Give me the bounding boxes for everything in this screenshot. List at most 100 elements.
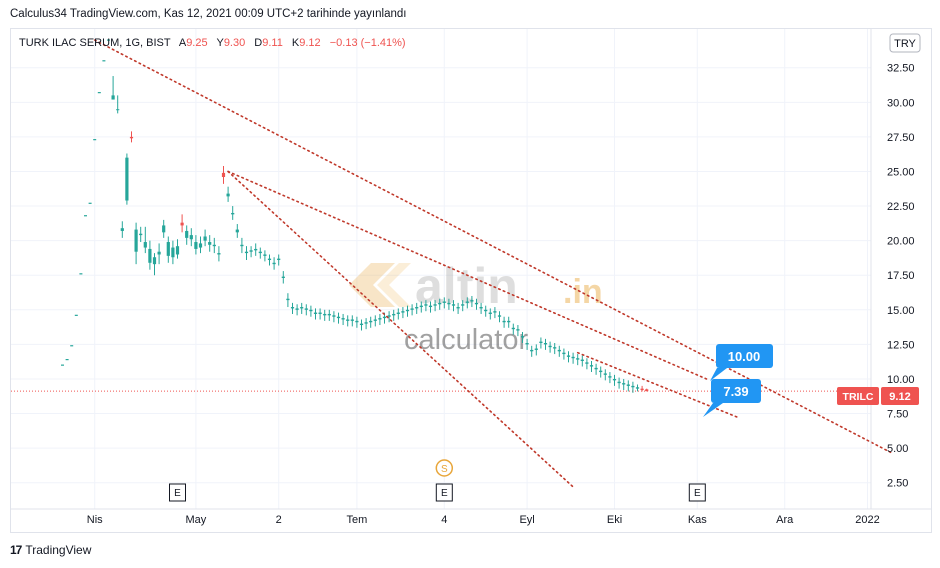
candle-117 bbox=[599, 366, 603, 378]
candle-body-22 bbox=[162, 225, 166, 233]
candle-body-111 bbox=[571, 356, 575, 359]
watermark-sub: calculator bbox=[404, 324, 528, 356]
candle-body-49 bbox=[286, 298, 290, 301]
price-chart[interactable]: altin .in calculator 2.50 5.00 7.50 10.00 12… bbox=[11, 29, 931, 532]
candle-body-95 bbox=[497, 315, 502, 317]
candle-33 bbox=[212, 237, 216, 254]
candle-body-36 bbox=[226, 193, 230, 197]
candle-101 bbox=[525, 338, 529, 350]
candle-body-60 bbox=[336, 316, 341, 319]
candle-body-64 bbox=[355, 320, 359, 323]
candle-27 bbox=[185, 225, 189, 245]
candle-96 bbox=[502, 316, 506, 328]
price-tag-value: 9.12 bbox=[889, 391, 910, 403]
candle-102 bbox=[530, 345, 534, 357]
candle-112 bbox=[576, 354, 580, 366]
candle-body-109 bbox=[562, 352, 566, 355]
candle-80 bbox=[428, 301, 433, 313]
candle-body-35 bbox=[221, 172, 226, 178]
candle-127 bbox=[645, 388, 649, 392]
candle-body-94 bbox=[493, 311, 497, 313]
candle-30 bbox=[198, 236, 203, 254]
candle-body-25 bbox=[175, 246, 180, 255]
candle-body-18 bbox=[143, 242, 147, 248]
candle-40 bbox=[244, 246, 249, 261]
event-e-box-1 bbox=[435, 483, 453, 502]
x-tick-4: 4 bbox=[441, 514, 447, 526]
candle-64 bbox=[355, 316, 359, 328]
candle-body-91 bbox=[479, 307, 483, 309]
events[interactable]: E E S E bbox=[169, 459, 706, 502]
candle-body-20 bbox=[152, 257, 157, 265]
candle-75 bbox=[405, 305, 410, 317]
candle-97 bbox=[507, 316, 511, 328]
candle-body-38 bbox=[235, 229, 239, 233]
candle-body-104 bbox=[539, 341, 543, 344]
svg-text:TURK ILAC SERUM, 1G, BIST: TURK ILAC SERUM, 1G, BIST A9.25 Y9.30 D9… bbox=[19, 37, 406, 49]
candle-body-101 bbox=[525, 343, 529, 345]
candle-body-24 bbox=[171, 247, 175, 258]
candle-111 bbox=[571, 352, 575, 364]
candle-106 bbox=[548, 341, 552, 353]
currency-button[interactable]: TRY bbox=[889, 33, 921, 53]
candle-50 bbox=[290, 302, 295, 314]
candle-71 bbox=[387, 311, 391, 323]
candle-48 bbox=[281, 271, 285, 284]
candle-body-58 bbox=[327, 313, 331, 316]
candle-26 bbox=[180, 214, 184, 233]
event-e-box-3 bbox=[688, 483, 706, 502]
legend-symbol: TURK ILAC SERUM, 1G, BIST bbox=[19, 37, 171, 49]
candle-68 bbox=[373, 315, 377, 327]
x-tick-1: May bbox=[186, 514, 207, 526]
candle-94 bbox=[493, 307, 497, 319]
candle-body-12 bbox=[116, 109, 120, 111]
candle-98 bbox=[511, 323, 515, 335]
y-axis[interactable]: 2.50 5.00 7.50 10.00 12.50 15.00 17.50 20.00 22.… bbox=[870, 29, 915, 509]
candle-body-116 bbox=[594, 367, 598, 370]
candle-121 bbox=[617, 377, 621, 389]
candle-body-117 bbox=[599, 370, 603, 373]
candle-110 bbox=[566, 351, 571, 363]
candle-19 bbox=[148, 240, 152, 270]
candle-body-114 bbox=[585, 362, 589, 364]
y-tick-0: 2.50 bbox=[887, 478, 908, 490]
chart-frame[interactable]: altin .in calculator 2.50 5.00 7.50 10.00 12… bbox=[10, 28, 932, 533]
candle-body-54 bbox=[309, 309, 313, 312]
event-s-circle-2 bbox=[435, 459, 454, 477]
candle-25 bbox=[175, 239, 180, 259]
candle-body-37 bbox=[231, 212, 235, 215]
candle-114 bbox=[585, 358, 589, 370]
candle-81 bbox=[433, 300, 437, 312]
candle-122 bbox=[622, 378, 626, 391]
event-e-3: E bbox=[688, 483, 706, 502]
candle-103 bbox=[534, 344, 538, 356]
callout-lower[interactable]: 7.39 bbox=[703, 379, 761, 417]
candle-46 bbox=[272, 257, 276, 270]
candle-63 bbox=[350, 315, 354, 327]
candle-93 bbox=[488, 308, 492, 320]
y-tick-10: 27.50 bbox=[887, 132, 915, 144]
candle-28 bbox=[189, 228, 193, 247]
price-tag: TRILC 9.12 bbox=[837, 387, 919, 405]
candle-body-113 bbox=[580, 359, 584, 361]
candle-body-68 bbox=[373, 319, 377, 321]
legend-change: −0.13 (−1.41%) bbox=[330, 37, 406, 49]
callout-upper[interactable]: 10.00 bbox=[710, 344, 773, 381]
event-s-label-2: S bbox=[441, 464, 448, 475]
footer[interactable]: 17 TradingView bbox=[10, 543, 91, 557]
candle-body-33 bbox=[212, 244, 216, 247]
candle-body-69 bbox=[378, 318, 382, 320]
watermark-suffix: .in bbox=[563, 273, 603, 311]
x-tick-7: Kas bbox=[688, 514, 707, 526]
candle-body-45 bbox=[267, 258, 272, 261]
candle-body-50 bbox=[290, 307, 295, 309]
candle-body-96 bbox=[502, 320, 506, 323]
candle-20 bbox=[152, 253, 157, 276]
price-tag-ticker: TRILC bbox=[843, 391, 874, 403]
y-tick-3: 10.00 bbox=[887, 374, 915, 386]
candle-105 bbox=[543, 338, 548, 350]
candle-body-21 bbox=[157, 251, 161, 255]
x-axis[interactable]: Nis May 2 Tem 4 Eyl Eki Kas Ara 2022 bbox=[11, 508, 931, 526]
candle-51 bbox=[295, 304, 299, 316]
candle-14 bbox=[125, 153, 129, 205]
